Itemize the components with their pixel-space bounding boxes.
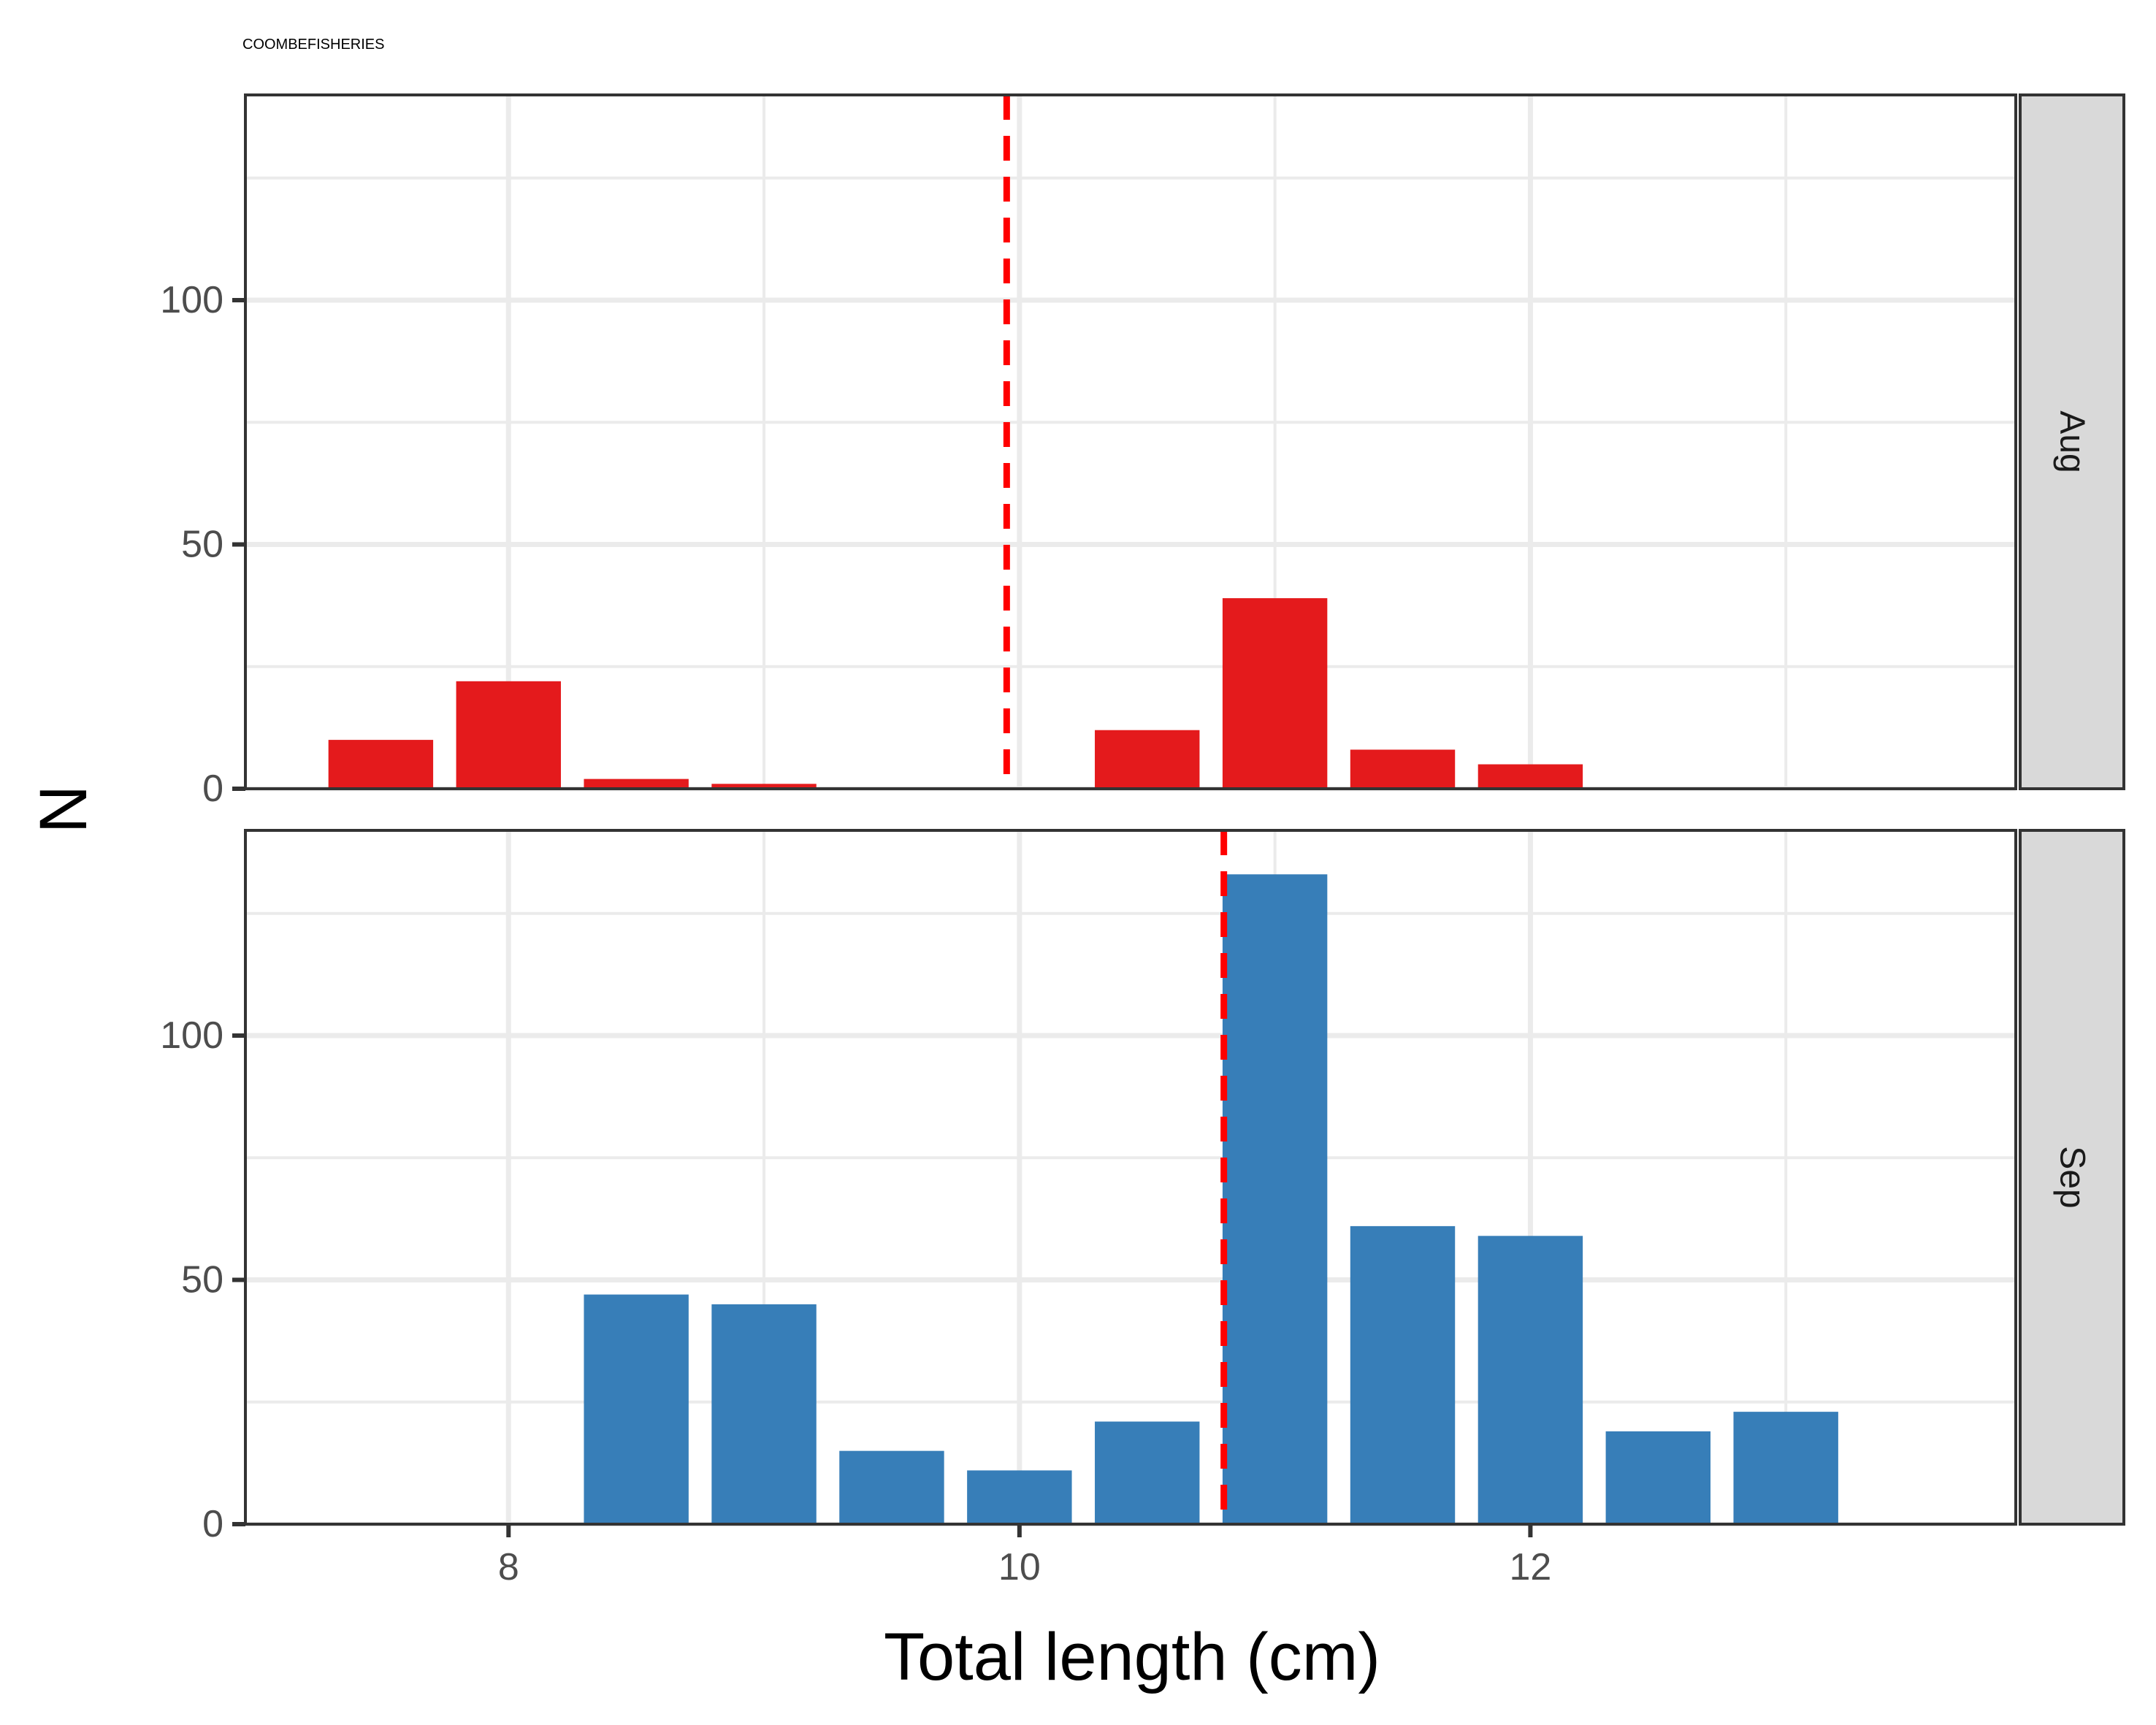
panel-background: [245, 95, 2016, 789]
facet-strip-label: Sep: [2053, 1146, 2092, 1208]
panel-border: [244, 829, 2017, 1526]
x-axis-title: Total length (cm): [884, 1620, 1380, 1694]
bar-aug-12: [1478, 764, 1583, 789]
y-tick-label: 0: [202, 768, 223, 810]
bar-sep-11.5: [1350, 1225, 1456, 1524]
x-tick-label: 12: [1509, 1546, 1551, 1588]
bar-sep-11: [1222, 874, 1328, 1524]
bar-aug-8.5: [584, 779, 689, 789]
y-tick-label: 50: [181, 523, 223, 565]
bar-sep-12: [1478, 1236, 1583, 1524]
facet-strip: [2019, 829, 2125, 1526]
facet-strip: [2019, 93, 2125, 790]
facet-strip-label: Aug: [2053, 410, 2092, 473]
bar-aug-11: [1222, 598, 1328, 789]
bar-aug-11.5: [1350, 749, 1456, 789]
bar-sep-9.5: [839, 1450, 944, 1524]
chart-caption: COOMBEFISHERIES: [242, 37, 385, 53]
y-axis-title: N: [26, 785, 101, 833]
panel-background: [245, 830, 2016, 1524]
bar-aug-10.5: [1095, 730, 1200, 789]
y-tick-label: 100: [160, 1014, 223, 1057]
bar-sep-10: [967, 1470, 1072, 1524]
x-tick-label: 8: [498, 1546, 519, 1588]
bar-aug-9: [711, 784, 817, 789]
y-tick-label: 100: [160, 279, 223, 321]
panel-border: [244, 93, 2017, 790]
x-tick-label: 10: [998, 1546, 1041, 1588]
y-tick-label: 50: [181, 1258, 223, 1301]
y-tick-label: 0: [202, 1503, 223, 1545]
bar-sep-10.5: [1095, 1421, 1200, 1524]
bar-sep-12.5: [1605, 1431, 1711, 1524]
bar-aug-7.5: [328, 740, 434, 789]
bar-sep-13: [1733, 1412, 1838, 1524]
bar-sep-9: [711, 1304, 817, 1524]
bar-aug-8: [456, 681, 561, 789]
facet-panel-sep: Sep 0 50 100 8 10 12: [160, 829, 2125, 1588]
bar-sep-8.5: [584, 1294, 689, 1524]
facet-panel-aug: Aug 0 50 100: [160, 93, 2125, 810]
